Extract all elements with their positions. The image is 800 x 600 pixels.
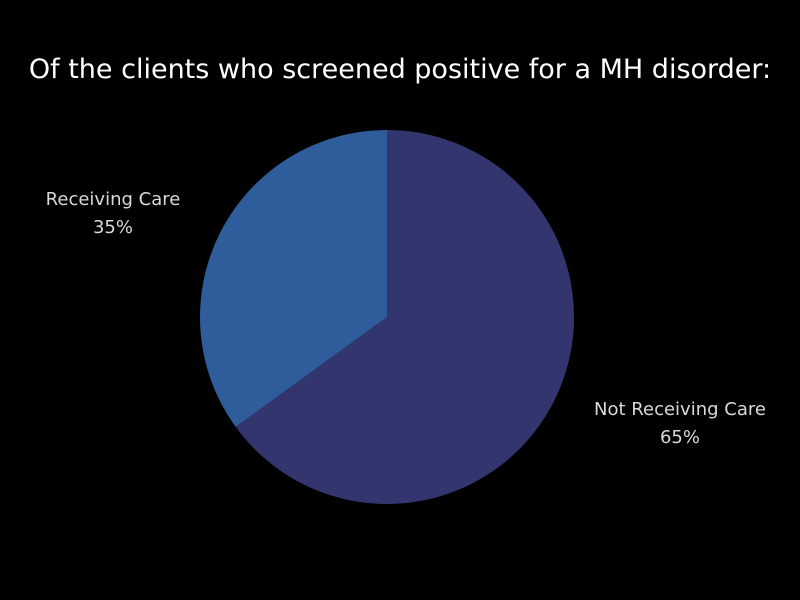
pie-slice-not-receiving-care [235, 130, 574, 504]
receiving-care-label: Receiving Care 35% [34, 186, 192, 242]
not-receiving-care-name: Not Receiving Care [594, 399, 766, 420]
not-receiving-care-percent: 65% [659, 427, 700, 448]
receiving-care-name: Receiving Care [45, 189, 181, 210]
chart-title: Of the clients who screened positive for… [28, 54, 772, 85]
not-receiving-care-label: Not Receiving Care 65% [580, 396, 780, 452]
receiving-care-percent: 35% [92, 217, 133, 238]
pie-slice-receiving-care [199, 130, 387, 427]
